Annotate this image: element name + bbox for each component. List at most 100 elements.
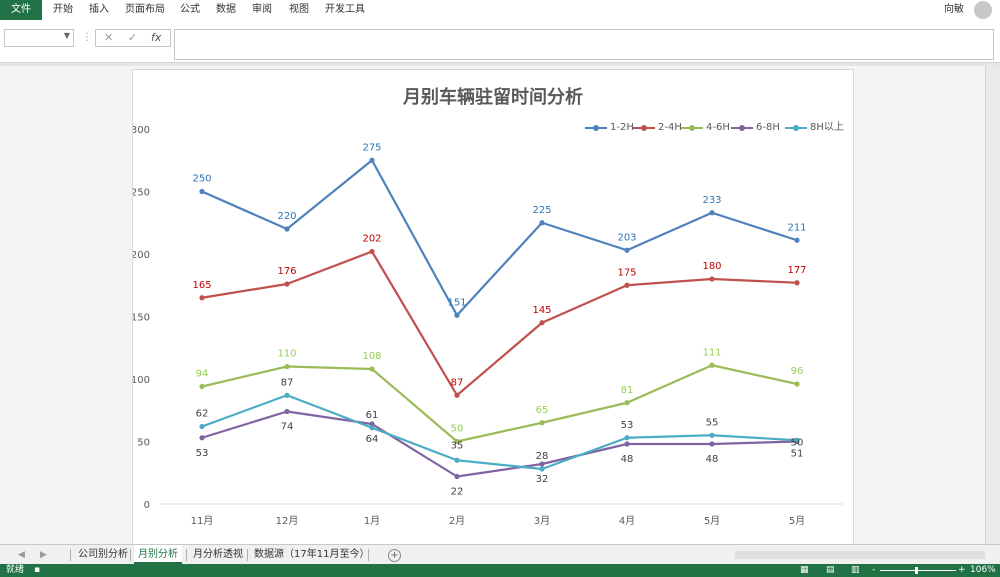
data-point (199, 295, 205, 301)
series-line-0 (201, 159, 798, 317)
add-sheet-icon[interactable]: + (388, 549, 401, 562)
tab-page-layout[interactable]: 页面布局 (125, 4, 165, 15)
data-label: 53 (621, 420, 634, 431)
data-point (284, 408, 290, 415)
data-label: 111 (702, 347, 721, 358)
data-point (794, 280, 800, 286)
chart-title: 月别车辆驻留时间分析 (403, 87, 583, 108)
sheet-tab-monthly-pivot[interactable]: 月分析透视 (193, 549, 243, 560)
zoom-slider[interactable] (880, 570, 956, 571)
data-point (369, 248, 375, 255)
data-label: 51 (791, 448, 804, 459)
line-chart[interactable]: 月别车辆驻留时间分析 1-2H 2-4H 4-6H 6-8H 8H以上 0 50 100 15… (132, 69, 854, 547)
page-break-view-icon[interactable]: ▥ (851, 565, 860, 575)
y-tick-label: 250 (133, 188, 150, 199)
data-label: 35 (451, 440, 464, 451)
series-line-1 (201, 250, 798, 397)
data-point (624, 435, 630, 441)
data-point (624, 282, 630, 288)
data-label: 65 (536, 405, 549, 416)
data-point (369, 421, 375, 427)
formula-bar: ▼ ⋮ ✕ ✓ fx (0, 20, 1000, 63)
tab-review[interactable]: 审阅 (252, 4, 272, 15)
y-tick-label: 300 (133, 125, 150, 136)
tab-divider (247, 549, 248, 561)
tab-view[interactable]: 视图 (289, 4, 309, 15)
data-point (539, 461, 545, 467)
page-layout-view-icon[interactable]: ▤ (826, 565, 835, 575)
data-label: 87 (281, 377, 294, 388)
sheet-tab-monthly-analysis[interactable]: 月别分析 (134, 545, 182, 564)
sheet-tab-data-source[interactable]: 数据源（17年11月至今） (254, 549, 370, 560)
data-label: 53 (196, 448, 209, 459)
data-point (454, 473, 460, 480)
legend-label: 6-8H (756, 122, 780, 133)
tab-formulas[interactable]: 公式 (180, 4, 200, 15)
sheet-tab-company-analysis[interactable]: 公司别分析 (78, 549, 128, 560)
tab-insert[interactable]: 插入 (89, 4, 109, 15)
y-tick-label: 200 (133, 250, 150, 261)
chevron-down-icon[interactable]: ▼ (63, 31, 70, 40)
data-point (539, 420, 545, 426)
status-ready: 就绪 (6, 565, 25, 575)
file-tab[interactable]: 文件 (0, 0, 42, 20)
tab-home[interactable]: 开始 (53, 4, 73, 15)
cancel-icon[interactable]: ✕ (104, 31, 114, 44)
data-point (709, 276, 715, 282)
legend-marker-icon (739, 125, 745, 131)
x-tick-label: 5月 (704, 515, 720, 527)
legend-label: 4-6H (706, 122, 730, 133)
enter-icon[interactable]: ✓ (128, 31, 138, 44)
y-tick-label: 150 (133, 313, 150, 324)
x-tick-label: 12月 (276, 515, 299, 527)
data-label: 202 (362, 234, 381, 245)
data-label: 108 (362, 351, 381, 362)
data-point (624, 441, 630, 447)
tab-divider (368, 549, 369, 561)
data-point (454, 312, 460, 318)
x-tick-label: 11月 (191, 515, 214, 527)
normal-view-icon[interactable]: ▦ (800, 565, 809, 575)
y-tick-label: 0 (144, 500, 150, 511)
tab-data[interactable]: 数据 (216, 4, 236, 15)
zoom-out-button[interactable]: - (872, 565, 876, 575)
next-sheet-icon[interactable]: ▶ (40, 550, 47, 560)
data-label: 64 (366, 434, 379, 445)
data-label: 250 (192, 174, 211, 185)
data-point (369, 157, 375, 163)
data-label: 55 (706, 417, 719, 428)
data-label: 81 (621, 385, 634, 396)
data-label: 145 (532, 305, 551, 316)
name-box[interactable]: ▼ (4, 29, 74, 47)
user-name[interactable]: 向敏 (944, 4, 964, 15)
data-point (709, 441, 715, 447)
x-tick-label: 3月 (534, 515, 550, 527)
zoom-level[interactable]: 106% (970, 565, 996, 575)
tab-developer[interactable]: 开发工具 (325, 4, 365, 15)
data-label: 151 (447, 297, 466, 308)
prev-sheet-icon[interactable]: ◀ (18, 550, 25, 560)
tab-divider (130, 549, 131, 561)
formula-input[interactable] (174, 29, 994, 60)
data-point (199, 383, 205, 390)
data-point (454, 457, 460, 463)
macro-record-icon[interactable]: ▪ (34, 565, 41, 575)
legend-marker-icon (689, 125, 695, 131)
data-point (199, 435, 205, 441)
zoom-slider-thumb[interactable] (915, 567, 918, 574)
vertical-scrollbar[interactable] (985, 66, 1000, 544)
legend-marker-icon (593, 125, 599, 131)
data-label: 211 (787, 222, 806, 233)
horizontal-scrollbar[interactable] (735, 551, 985, 559)
data-label: 22 (451, 487, 464, 498)
chart-plot: 0 50 100 150 200 250 300 11月 12月 1月 2月 3月 4月 5月 5月 250 2… (133, 125, 843, 527)
x-tick-label: 4月 (619, 515, 635, 527)
data-label: 74 (281, 422, 294, 433)
formula-bar-grip[interactable]: ⋮ (82, 32, 92, 43)
data-label: 96 (791, 366, 804, 377)
series-line-3 (201, 410, 798, 478)
zoom-in-button[interactable]: + (958, 565, 966, 575)
legend-label: 8H以上 (810, 122, 844, 133)
insert-function-icon[interactable]: fx (151, 31, 162, 44)
user-avatar-icon[interactable] (974, 1, 992, 19)
